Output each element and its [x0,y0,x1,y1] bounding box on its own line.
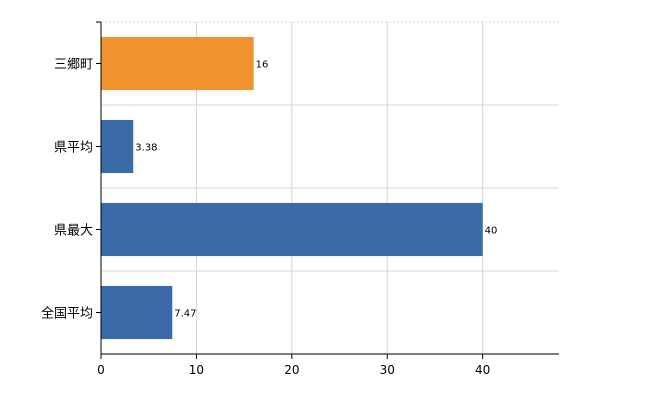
category-label: 県最大 [54,224,93,239]
data-label: 40 [485,226,498,237]
bars [101,36,483,340]
data-label: 7.47 [174,309,196,320]
data-label: 3.38 [135,143,157,154]
axes [96,21,559,359]
x-tick-label: 10 [189,363,204,377]
x-tick-label: 30 [380,363,395,377]
bar [101,285,173,340]
category-label: 三郷町 [54,58,93,73]
bar [101,202,483,257]
bar [101,119,134,174]
data-label: 16 [256,60,269,71]
x-tick-label: 40 [475,363,490,377]
category-label: 全国平均 [41,306,93,322]
x-tick-label: 0 [97,363,105,377]
labels: 16 三郷町 3.38 県平均 40 県最大 7.47 全国平均 0 10 20 30 40 [41,58,497,378]
category-label: 県平均 [54,141,93,156]
bar [101,36,254,91]
x-tick-label: 20 [284,363,299,377]
